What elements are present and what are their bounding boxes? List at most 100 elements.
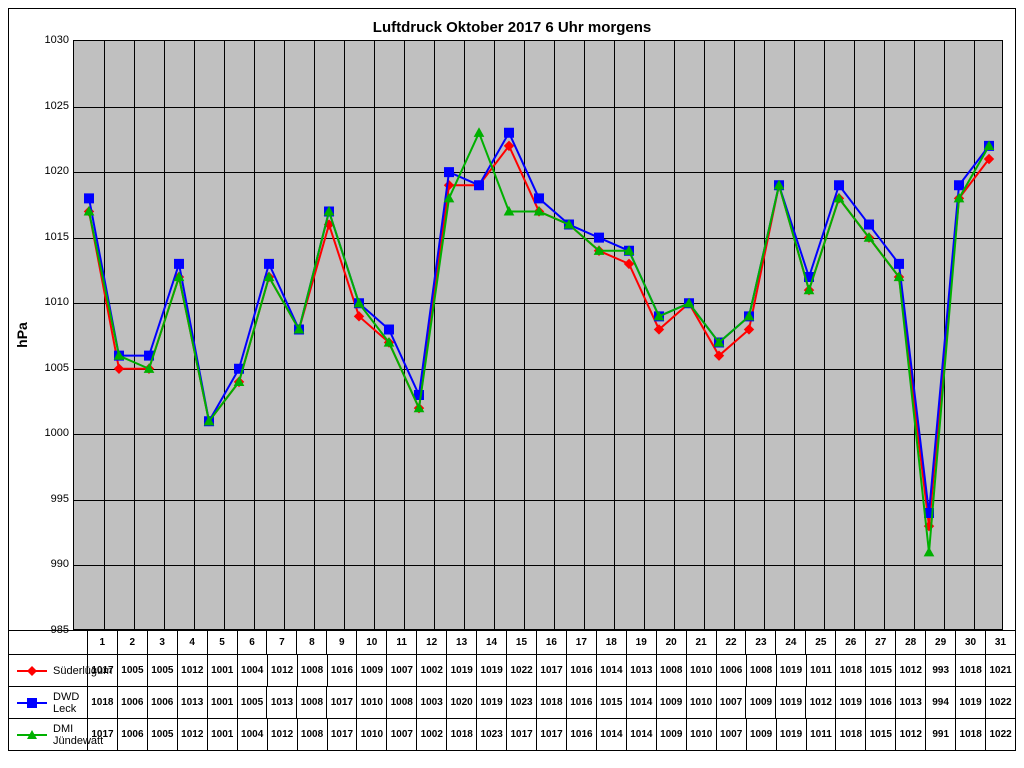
data-table: Süderlügum101710051005101210011004101210…	[9, 654, 1015, 750]
data-cell: 1004	[237, 718, 267, 750]
y-tick: 985	[51, 624, 69, 636]
series-marker	[385, 325, 394, 334]
x-tick: 17	[566, 630, 596, 654]
y-tick: 1015	[45, 231, 69, 243]
data-cell: 1018	[446, 718, 476, 750]
data-cell: 1023	[476, 718, 506, 750]
data-cell: 1008	[746, 654, 776, 686]
data-cell: 1006	[117, 686, 147, 718]
data-cell: 1009	[656, 718, 686, 750]
x-tick: 4	[177, 630, 207, 654]
series-marker	[175, 259, 184, 268]
data-cell: 1014	[626, 718, 656, 750]
x-tick: 9	[326, 630, 356, 654]
data-cell: 1007	[386, 718, 416, 750]
data-row: DWD Leck10181006100610131001100510131008…	[9, 686, 1015, 718]
data-cell: 1008	[297, 718, 327, 750]
data-cell: 1010	[686, 686, 716, 718]
chart-row: hPa 985990995100010051010101510201025103…	[9, 40, 1015, 630]
data-cell: 1022	[985, 718, 1015, 750]
x-tick: 12	[416, 630, 446, 654]
data-cell: 1018	[536, 686, 566, 718]
series-svg	[74, 41, 1004, 631]
data-cell: 1020	[446, 686, 476, 718]
data-cell: 1010	[686, 718, 716, 750]
series-marker	[475, 128, 484, 136]
x-tick: 23	[745, 630, 775, 654]
legend-cell: Süderlügum	[9, 654, 87, 686]
data-cell: 1003	[416, 686, 446, 718]
data-cell: 1019	[776, 654, 806, 686]
data-cell: 1014	[626, 686, 656, 718]
data-cell: 1018	[955, 654, 985, 686]
x-tick: 10	[356, 630, 386, 654]
data-cell: 1018	[835, 718, 865, 750]
y-tick: 1000	[45, 427, 69, 439]
legend-cell: DMI Jündewatt	[9, 718, 87, 750]
x-tick: 6	[237, 630, 267, 654]
data-cell: 1017	[326, 686, 356, 718]
data-cell: 1002	[416, 654, 446, 686]
series-marker	[265, 259, 274, 268]
data-cell: 1016	[865, 686, 895, 718]
x-tick: 3	[147, 630, 177, 654]
data-cell: 1021	[985, 654, 1015, 686]
data-cell: 1014	[596, 718, 626, 750]
x-tick: 29	[925, 630, 955, 654]
y-tick: 1030	[45, 34, 69, 46]
chart-container: Luftdruck Oktober 2017 6 Uhr morgens hPa…	[8, 8, 1016, 751]
plot-area	[73, 40, 1003, 630]
data-cell: 1012	[177, 718, 207, 750]
legend-swatch	[17, 696, 47, 710]
series-marker	[505, 128, 514, 137]
x-tick: 16	[536, 630, 566, 654]
data-cell: 1019	[476, 686, 506, 718]
data-cell: 1010	[356, 686, 386, 718]
data-cell: 1017	[536, 718, 566, 750]
series-marker	[595, 233, 604, 242]
y-tick: 1020	[45, 165, 69, 177]
ylabel-col: hPa	[9, 40, 35, 630]
data-cell: 1016	[566, 686, 596, 718]
data-cell: 1017	[87, 654, 117, 686]
x-tick: 11	[386, 630, 416, 654]
x-tick: 7	[266, 630, 296, 654]
data-cell: 1013	[266, 686, 296, 718]
y-tick: 990	[51, 558, 69, 570]
data-cell: 1019	[776, 718, 806, 750]
data-cell: 1006	[117, 718, 147, 750]
data-cell: 1023	[506, 686, 536, 718]
y-ticks: 9859909951000100510101015102010251030	[35, 40, 73, 630]
data-cell: 1013	[626, 654, 656, 686]
data-cell: 1012	[267, 718, 297, 750]
data-cell: 1002	[416, 718, 446, 750]
x-tick: 8	[296, 630, 326, 654]
data-cell: 993	[925, 654, 955, 686]
x-tick: 27	[865, 630, 895, 654]
data-cell: 1012	[805, 686, 835, 718]
data-cell: 991	[925, 718, 955, 750]
data-cell: 1019	[955, 686, 985, 718]
data-cell: 1012	[895, 718, 925, 750]
series-marker	[625, 259, 634, 268]
x-axis-row: 1234567891011121314151617181920212223242…	[9, 630, 1015, 654]
x-tick: 14	[476, 630, 506, 654]
series-marker	[115, 364, 124, 373]
data-cell: 1004	[237, 654, 267, 686]
data-cell: 1022	[985, 686, 1015, 718]
series-marker	[535, 194, 544, 203]
legend-swatch	[17, 664, 47, 678]
data-cell: 1018	[87, 686, 117, 718]
series-marker	[955, 181, 964, 190]
y-tick: 1005	[45, 362, 69, 374]
data-cell: 1012	[895, 654, 925, 686]
data-cell: 1012	[267, 654, 297, 686]
series-marker	[85, 194, 94, 203]
data-cell: 1019	[446, 654, 476, 686]
data-cell: 1001	[207, 686, 237, 718]
series-marker	[475, 181, 484, 190]
data-cell: 1009	[746, 718, 776, 750]
data-cell: 1008	[656, 654, 686, 686]
series-marker	[835, 181, 844, 190]
legend-swatch	[17, 728, 47, 742]
